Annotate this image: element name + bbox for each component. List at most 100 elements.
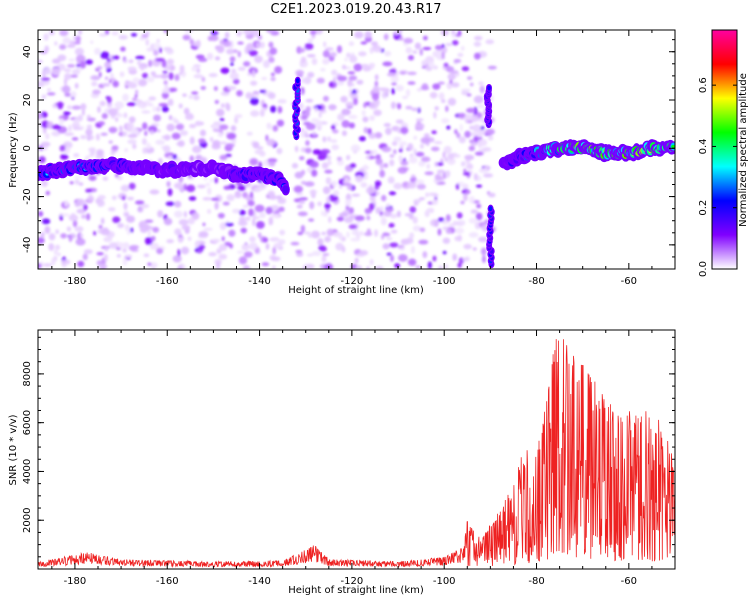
noise-speckle xyxy=(73,175,82,179)
noise-speckle xyxy=(349,163,357,168)
noise-speckle xyxy=(42,126,47,134)
noise-speckle xyxy=(86,114,91,119)
noise-speckle xyxy=(446,125,451,130)
spectrogram-x-tick-label: -180 xyxy=(64,276,87,287)
noise-speckle xyxy=(118,34,128,40)
noise-speckle xyxy=(468,145,475,152)
noise-speckle xyxy=(466,76,473,80)
noise-speckle xyxy=(74,226,84,232)
noise-speckle xyxy=(75,54,86,63)
noise-speckle xyxy=(322,95,329,102)
noise-speckle xyxy=(98,224,103,230)
noise-speckle xyxy=(68,124,72,132)
noise-speckle xyxy=(418,197,426,201)
noise-speckle xyxy=(387,176,395,184)
spectrogram-x-tick-label: -120 xyxy=(341,276,364,287)
snr-y-tick-label: 2000 xyxy=(22,507,33,532)
noise-speckle xyxy=(122,131,128,137)
noise-speckle xyxy=(366,154,370,159)
noise-speckle xyxy=(442,220,449,225)
noise-speckle xyxy=(345,101,354,108)
noise-speckle xyxy=(473,173,478,181)
noise-speckle xyxy=(64,200,69,207)
noise-speckle xyxy=(261,76,268,81)
noise-speckle xyxy=(73,117,80,125)
noise-speckle xyxy=(122,257,128,266)
noise-speckle xyxy=(366,215,371,221)
noise-speckle xyxy=(380,205,384,212)
noise-speckle xyxy=(328,194,339,202)
noise-speckle xyxy=(236,250,244,254)
noise-speckle xyxy=(198,233,209,237)
noise-speckle xyxy=(249,158,259,166)
noise-speckle xyxy=(152,106,156,113)
noise-speckle xyxy=(252,30,260,38)
noise-speckle xyxy=(279,229,286,236)
noise-speckle xyxy=(150,235,156,242)
noise-speckle xyxy=(203,176,208,181)
noise-speckle xyxy=(444,157,448,162)
noise-speckle xyxy=(171,132,181,140)
noise-speckle xyxy=(210,31,219,36)
noise-speckle xyxy=(225,143,235,148)
noise-speckle xyxy=(393,182,403,190)
noise-speckle xyxy=(464,130,471,138)
noise-speckle xyxy=(214,177,219,184)
noise-speckle xyxy=(473,35,483,41)
noise-speckle xyxy=(304,133,310,138)
noise-speckle xyxy=(209,136,214,142)
noise-speckle xyxy=(179,65,185,73)
noise-speckle xyxy=(346,231,350,238)
noise-speckle xyxy=(86,213,91,221)
noise-speckle xyxy=(136,60,142,66)
colorbar-tick-label: 0.0 xyxy=(698,261,709,277)
noise-speckle xyxy=(123,212,130,217)
colorbar: 0.0 0.2 0.4 0.6 Normalized spectral amplitu… xyxy=(698,29,749,277)
colorbar-ticks: 0.0 0.2 0.4 0.6 xyxy=(698,77,737,277)
noise-speckle xyxy=(477,138,488,147)
noise-speckle xyxy=(259,151,266,157)
noise-speckle xyxy=(85,155,89,161)
noise-speckle xyxy=(127,66,137,71)
noise-speckle xyxy=(168,155,174,161)
noise-speckle xyxy=(112,55,120,60)
noise-speckle xyxy=(355,264,363,269)
spectrogram-y-tick-label: 20 xyxy=(22,94,33,107)
noise-speckle xyxy=(351,193,361,197)
noise-speckle xyxy=(317,201,322,207)
noise-speckle xyxy=(145,31,150,36)
spectrogram-x-tick-label: -140 xyxy=(248,276,271,287)
noise-speckle xyxy=(41,94,47,100)
noise-speckle xyxy=(325,177,332,185)
noise-speckle xyxy=(211,238,221,243)
noise-speckle xyxy=(463,243,472,250)
noise-speckle xyxy=(189,155,195,162)
noise-speckle xyxy=(398,148,403,153)
noise-speckle xyxy=(87,195,95,202)
noise-speckle xyxy=(96,149,104,157)
noise-speckle xyxy=(268,41,274,48)
noise-speckle xyxy=(224,222,234,227)
noise-speckle xyxy=(104,246,109,252)
noise-speckle xyxy=(431,130,437,135)
noise-speckle xyxy=(427,61,435,68)
noise-speckle xyxy=(373,109,382,116)
noise-speckle xyxy=(213,86,218,91)
noise-speckle xyxy=(386,252,392,256)
noise-speckle xyxy=(424,171,434,176)
noise-speckle xyxy=(294,145,299,152)
noise-speckle xyxy=(465,107,476,113)
colorbar-tick-label: 0.2 xyxy=(698,200,709,216)
noise-speckle xyxy=(172,255,182,263)
noise-speckle xyxy=(341,108,351,116)
noise-speckle xyxy=(167,98,174,107)
noise-speckle xyxy=(405,46,413,54)
noise-speckle xyxy=(395,84,404,92)
noise-speckle xyxy=(451,30,456,35)
noise-speckle xyxy=(468,217,478,224)
noise-speckle xyxy=(389,242,399,248)
noise-speckle xyxy=(391,141,398,146)
noise-speckle xyxy=(304,43,314,50)
noise-speckle xyxy=(341,64,347,70)
noise-speckle xyxy=(243,251,253,258)
